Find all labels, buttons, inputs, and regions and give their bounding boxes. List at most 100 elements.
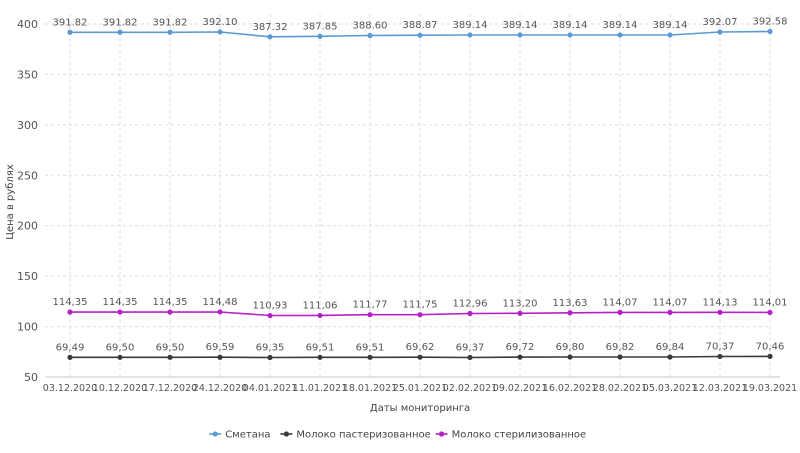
y-axis-title: Цена в рублях — [5, 164, 16, 240]
data-point — [467, 355, 472, 360]
data-label: 387.85 — [303, 21, 338, 32]
x-axis-title: Даты мониторинга — [370, 403, 470, 414]
data-label: 111,75 — [403, 300, 438, 311]
x-tick-label: 04.01.2021 — [243, 383, 297, 394]
data-point — [717, 29, 722, 34]
data-label: 70,37 — [706, 341, 735, 352]
data-label: 69,35 — [256, 342, 285, 353]
y-tick-label: 250 — [17, 169, 38, 182]
data-label: 69,51 — [306, 342, 335, 353]
data-point — [567, 32, 572, 37]
data-point — [367, 33, 372, 38]
data-point — [317, 313, 322, 318]
data-point — [217, 29, 222, 34]
y-tick-label: 350 — [17, 68, 38, 81]
data-label: 113,63 — [553, 298, 588, 309]
y-tick-label: 400 — [17, 18, 38, 31]
data-label: 111,06 — [303, 300, 338, 311]
data-point — [117, 309, 122, 314]
data-label: 391.82 — [103, 17, 138, 28]
data-label: 69,59 — [206, 342, 235, 353]
data-label: 387.32 — [253, 22, 288, 33]
data-point — [367, 355, 372, 360]
data-point — [517, 311, 522, 316]
data-point — [317, 355, 322, 360]
data-label: 69,50 — [156, 342, 185, 353]
data-label: 389.14 — [603, 20, 638, 31]
data-point — [167, 355, 172, 360]
data-point — [517, 32, 522, 37]
legend: Сметана Молоко пастеризованное Молоко стер… — [209, 430, 586, 441]
legend-label: Сметана — [225, 430, 270, 441]
x-tick-label: 19.03.2021 — [743, 383, 797, 394]
data-label: 111,77 — [353, 300, 388, 311]
data-label: 70,46 — [756, 341, 785, 352]
data-point — [617, 32, 622, 37]
x-tick-label: 17.12.2020 — [143, 383, 197, 394]
legend-marker — [284, 431, 289, 436]
data-label: 114,13 — [703, 297, 738, 308]
data-label: 388.60 — [353, 20, 388, 31]
x-tick-label: 28.02.2021 — [593, 383, 647, 394]
data-point — [367, 312, 372, 317]
data-point — [117, 355, 122, 360]
data-point — [217, 309, 222, 314]
data-point — [417, 355, 422, 360]
data-point — [667, 354, 672, 359]
data-point — [267, 313, 272, 318]
y-tick-label: 50 — [24, 371, 38, 384]
data-point — [667, 32, 672, 37]
data-point — [167, 30, 172, 35]
data-label: 391.82 — [53, 17, 88, 28]
data-point — [417, 33, 422, 38]
data-point — [567, 310, 572, 315]
data-point — [617, 354, 622, 359]
data-point — [267, 355, 272, 360]
x-tick-label: 16.02.2021 — [543, 383, 597, 394]
data-point — [67, 309, 72, 314]
grid — [45, 14, 770, 377]
y-tick-label: 150 — [17, 270, 38, 283]
data-label: 69,51 — [356, 342, 385, 353]
data-label: 69,72 — [506, 342, 535, 353]
data-label: 112,96 — [453, 299, 488, 310]
data-label: 389.14 — [453, 20, 488, 31]
data-label: 114,07 — [603, 297, 638, 308]
x-tick-label: 25.01.2021 — [393, 383, 447, 394]
data-point — [467, 311, 472, 316]
data-point — [267, 34, 272, 39]
data-label: 110,93 — [253, 301, 288, 312]
legend-label: Молоко пастеризованное — [296, 430, 430, 441]
y-tick-label: 300 — [17, 119, 38, 132]
data-point — [467, 32, 472, 37]
data-label: 392.07 — [703, 17, 738, 28]
data-point — [567, 354, 572, 359]
data-point — [617, 310, 622, 315]
data-label: 114,07 — [653, 297, 688, 308]
data-label: 389.14 — [653, 20, 688, 31]
data-label: 69,84 — [656, 342, 685, 353]
data-point — [117, 30, 122, 35]
y-tick-label: 100 — [17, 321, 38, 334]
x-tick-label: 24.12.2020 — [193, 383, 247, 394]
data-point — [317, 34, 322, 39]
y-tick-label: 200 — [17, 220, 38, 233]
data-label: 69,50 — [106, 342, 135, 353]
data-label: 392.58 — [753, 16, 788, 27]
x-tick-label: 11.01.2021 — [293, 383, 347, 394]
data-label: 69,49 — [56, 342, 85, 353]
data-label: 69,82 — [606, 342, 635, 353]
data-point — [67, 355, 72, 360]
data-point — [767, 310, 772, 315]
data-label: 114,35 — [103, 297, 138, 308]
data-point — [667, 310, 672, 315]
data-label: 114,35 — [53, 297, 88, 308]
data-point — [167, 309, 172, 314]
data-label: 113,20 — [503, 298, 538, 309]
data-label: 114,35 — [153, 297, 188, 308]
data-label: 69,80 — [556, 342, 585, 353]
data-point — [767, 354, 772, 359]
data-point — [67, 30, 72, 35]
data-point — [517, 355, 522, 360]
